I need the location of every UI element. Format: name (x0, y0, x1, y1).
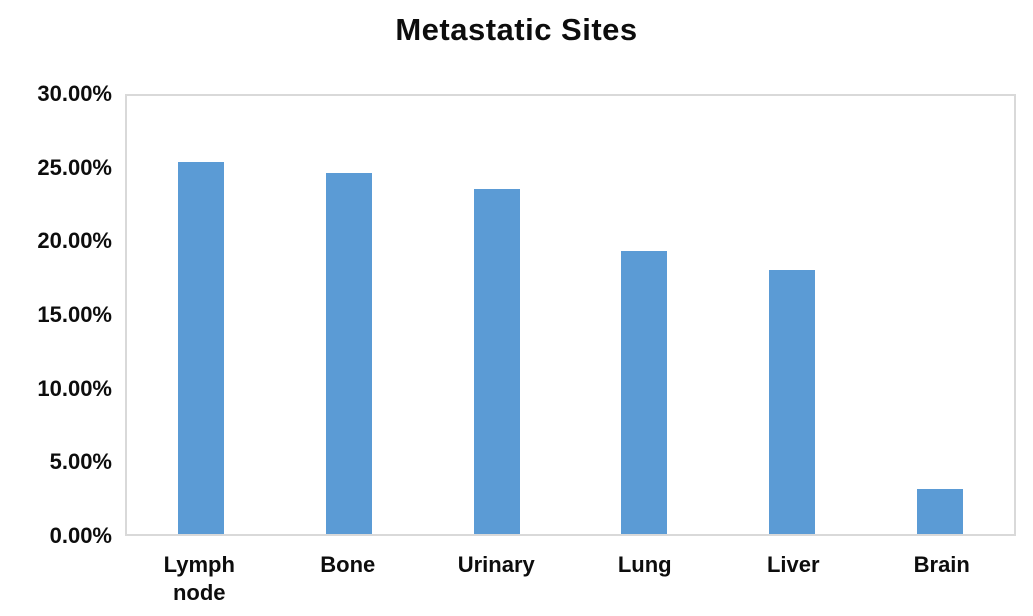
plot-area (125, 94, 1016, 536)
bar-cell (718, 96, 866, 534)
bar-liver (769, 269, 816, 534)
x-axis-category-label: Lymph node (163, 552, 235, 605)
y-axis-tick-label: 0.00% (49, 523, 112, 548)
y-axis-tick-label: 10.00% (37, 375, 112, 401)
y-axis-tick-label: 30.00% (37, 81, 112, 106)
bars-container (127, 96, 1014, 534)
bar-cell (275, 96, 423, 534)
bar-cell (570, 96, 718, 534)
chart-title: Metastatic Sites (395, 12, 638, 47)
y-axis-tick-label: 5.00% (49, 449, 112, 475)
bar-cell (423, 96, 571, 534)
bar-urinary (473, 189, 520, 534)
y-axis-tick-label: 15.00% (37, 302, 112, 327)
bar-brain (917, 488, 964, 534)
bar-lung (621, 250, 668, 534)
x-axis-category-label: Liver (766, 552, 820, 577)
x-axis-category-label: Lung (617, 552, 672, 577)
y-axis-tick-label: 25.00% (37, 154, 112, 180)
bar-cell (866, 96, 1014, 534)
bar-bone (325, 173, 372, 534)
x-axis: Lymph node Bone Urinary Lung Liver Brain (125, 551, 1016, 607)
x-axis-category-label: Urinary (457, 552, 535, 577)
bar-lymph-node (177, 161, 224, 534)
bar-cell (127, 96, 275, 534)
x-axis-category-label: Brain (913, 552, 970, 577)
x-axis-category-label: Bone (320, 552, 376, 577)
y-axis: 30.00% 25.00% 20.00% 15.00% 10.00% 5.00% 0.00% (0, 81, 112, 548)
y-axis-tick-label: 20.00% (37, 228, 112, 254)
